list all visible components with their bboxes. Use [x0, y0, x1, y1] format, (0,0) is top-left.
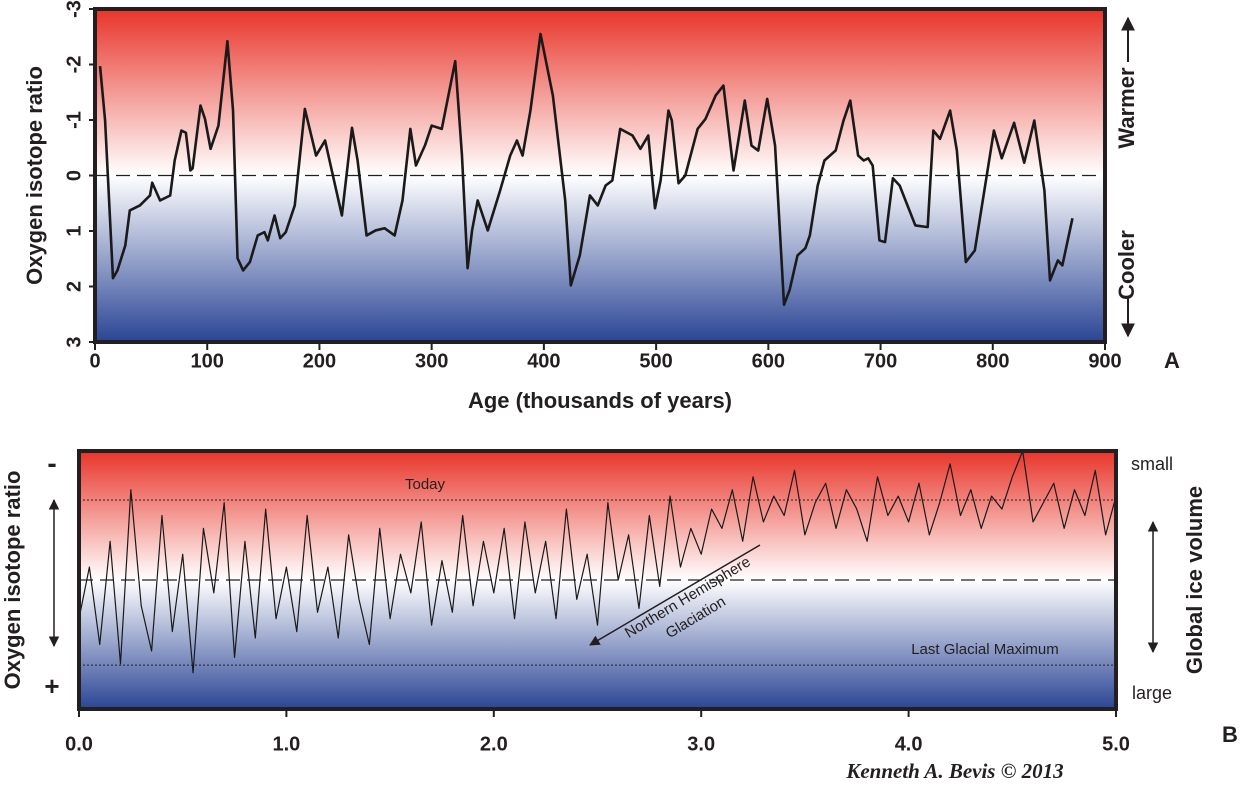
y-axis-label: Oxygen isotope ratio	[22, 66, 47, 285]
x-tick-label: 200	[303, 350, 336, 372]
y2-end-label: large	[1132, 683, 1172, 703]
y-tick-label: -2	[63, 56, 85, 74]
y2-end-label: small	[1131, 454, 1173, 474]
x-tick-label: 800	[976, 350, 1009, 372]
credit: Kenneth A. Bevis © 2013	[845, 759, 1063, 783]
x-tick-label: 300	[415, 350, 448, 372]
y-end-label: -	[47, 447, 56, 478]
y-tick-label: -3	[63, 0, 85, 18]
x-tick-label: 700	[864, 350, 897, 372]
x-tick-label: 0	[89, 350, 100, 372]
data-line	[78, 450, 1117, 674]
y-tick-label: 1	[63, 225, 85, 236]
x-tick-label: 600	[752, 350, 785, 372]
y-tick-label: 0	[63, 170, 85, 181]
x-tick-label: 1.0	[272, 733, 300, 755]
panel-label: B	[1222, 722, 1238, 747]
x-tick-label: 3.0	[687, 733, 715, 755]
reference-label: Last Glacial Maximum	[911, 641, 1059, 658]
y-tick-label: 2	[63, 281, 85, 292]
x-tick-label: 100	[191, 350, 224, 372]
x-tick-label: 900	[1088, 350, 1121, 372]
x-tick-label: 400	[527, 350, 560, 372]
x-tick-label: 2.0	[480, 733, 508, 755]
x-axis-label: Age (thousands of years)	[468, 388, 732, 413]
side-label: Warmer	[1114, 67, 1139, 149]
y2-axis-label: Global ice volume	[1182, 486, 1207, 674]
y-tick-label: -1	[63, 111, 85, 129]
side-label: Cooler	[1114, 230, 1139, 300]
y-tick-label: 3	[63, 336, 85, 347]
reference-label: Today	[405, 476, 446, 493]
panel-label: A	[1164, 348, 1180, 373]
x-tick-label: 5.0	[1102, 733, 1130, 755]
x-tick-label: 4.0	[895, 733, 923, 755]
y-end-label: +	[44, 671, 59, 701]
x-tick-label: 500	[639, 350, 672, 372]
y-axis-label: Oxygen isotope ratio	[0, 471, 25, 690]
annotation-arrow	[589, 544, 761, 646]
data-line	[98, 32, 1074, 307]
x-tick-label: 0.0	[65, 733, 93, 755]
plot-frame	[77, 449, 1118, 711]
